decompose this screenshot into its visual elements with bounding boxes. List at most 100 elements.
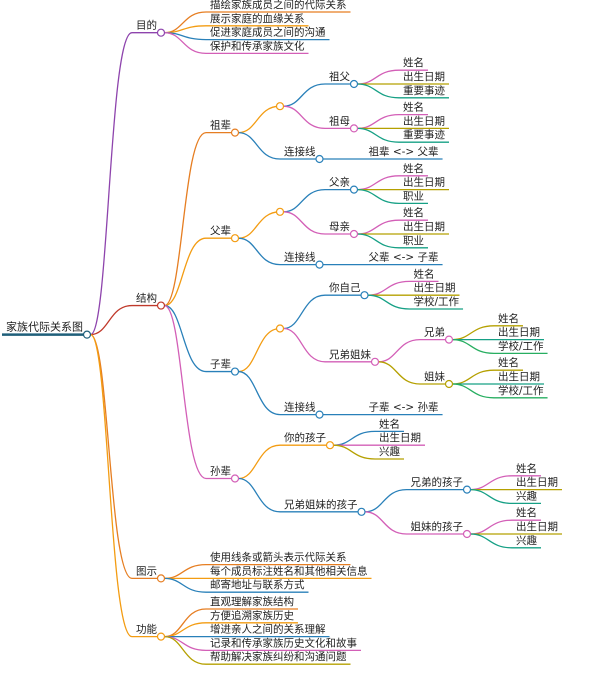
branch-label: 图示	[136, 565, 157, 577]
branch-label: 祖父	[329, 70, 350, 83]
branch-label: 子辈	[210, 358, 231, 371]
node-dot	[156, 574, 166, 583]
leaf-label: 学校/工作	[414, 295, 460, 308]
edge	[378, 361, 421, 385]
leaf-label: 职业	[403, 190, 424, 202]
leaf-label: 方便追溯家族历史	[210, 609, 294, 622]
branch-label: 父亲	[329, 176, 350, 189]
branch-label: 兄弟姐妹	[329, 348, 371, 361]
edge	[89, 32, 133, 336]
branch-label: 兄弟姐妹的孩子	[284, 498, 358, 511]
leaf-label: 帮助解决家族纠纷和沟通问题	[210, 650, 347, 663]
leaf-label: 出生日期	[379, 431, 421, 444]
node-dot	[349, 185, 359, 194]
edge	[238, 131, 281, 160]
branch-label: 目的	[136, 19, 157, 32]
leaf-label: 学校/工作	[498, 384, 544, 397]
leaf-label: 姓名	[516, 506, 537, 519]
leaf-label: 兴趣	[516, 489, 537, 502]
leaf-label: 增进亲人之间的关系理解	[210, 623, 326, 636]
leaf-label: 出生日期	[414, 281, 456, 294]
edge	[238, 105, 281, 134]
edge	[364, 511, 407, 535]
node-dot	[82, 330, 92, 339]
node-dot	[462, 485, 472, 494]
edge	[283, 188, 326, 213]
leaf-label: 直观理解家族结构	[210, 595, 294, 608]
leaf-label: 描绘家族成员之间的代际关系	[210, 0, 347, 11]
edge	[452, 338, 495, 355]
edge	[283, 105, 326, 130]
edge	[367, 280, 410, 296]
leaf-label: 兴趣	[379, 445, 400, 458]
leaf-label: 邮寄地址与联系方式	[210, 578, 305, 591]
node-dot	[325, 441, 335, 450]
leaf-label: 祖辈 <-> 父辈	[369, 145, 439, 158]
branch-label: 孙辈	[210, 465, 231, 478]
edge	[164, 563, 207, 580]
edge	[333, 430, 376, 446]
branch-label: 姐妹	[424, 370, 445, 383]
nodes: 家族代际关系图 目的 描绘家族成员之间的代际关系展示家庭的血缘关系促进家庭成员之间的…	[6, 0, 558, 663]
leaf-label: 出生日期	[403, 220, 445, 233]
edge	[470, 533, 513, 549]
edge	[164, 237, 207, 307]
leaf-label: 兴趣	[516, 534, 537, 547]
leaf-label: 重要事迹	[403, 128, 445, 141]
node-dot	[462, 529, 472, 539]
leaf-label: 出生日期	[498, 370, 540, 383]
edge	[357, 175, 400, 191]
edge	[283, 294, 326, 330]
leaf-label: 每个成员标注姓名和其他相关信息	[210, 564, 368, 577]
node-dot	[444, 379, 454, 389]
edge	[164, 635, 207, 665]
branch-label: 连接线	[284, 251, 316, 264]
edge	[283, 83, 326, 107]
node-dot	[230, 474, 240, 483]
leaf-label: 展示家庭的血缘关系	[210, 12, 305, 25]
leaf-label: 姓名	[403, 56, 424, 69]
edge	[164, 32, 207, 55]
leaf-label: 出生日期	[516, 520, 558, 533]
node-dot	[230, 128, 240, 137]
node-dot	[315, 154, 324, 164]
edge	[90, 304, 133, 336]
node-dot	[156, 28, 166, 37]
branch-label: 连接线	[284, 401, 316, 414]
edge	[470, 519, 513, 535]
leaf-label: 出生日期	[498, 326, 540, 339]
node-dot	[315, 260, 324, 269]
node-dot	[444, 335, 454, 344]
edge	[238, 211, 281, 239]
edge	[364, 488, 407, 513]
node-dot	[275, 207, 285, 216]
edge	[164, 304, 207, 373]
node-dot	[349, 124, 359, 133]
edge	[238, 477, 281, 513]
node-dot	[156, 632, 166, 641]
edge	[238, 237, 281, 266]
leaf-label: 父辈 <-> 子辈	[369, 251, 439, 264]
node-dot	[230, 367, 240, 376]
leaf-label: 姓名	[403, 101, 424, 114]
leaf-label: 出生日期	[403, 114, 445, 127]
edge	[164, 577, 207, 593]
leaf-label: 姓名	[403, 162, 424, 175]
edge	[164, 635, 207, 652]
edge	[89, 334, 133, 580]
leaf-label: 使用线条或箭头表示代际关系	[210, 551, 347, 564]
node-dot	[349, 229, 359, 239]
edge	[357, 219, 400, 235]
edge	[357, 127, 400, 143]
edge	[357, 233, 400, 249]
node-dot	[370, 357, 380, 366]
node-dot	[156, 301, 166, 310]
edge	[164, 131, 207, 307]
leaf-label: 姓名	[498, 356, 519, 369]
node-dot	[275, 102, 285, 111]
edge	[283, 211, 326, 235]
branch-label: 功能	[136, 623, 157, 636]
edge	[238, 327, 281, 373]
edge	[378, 338, 421, 363]
